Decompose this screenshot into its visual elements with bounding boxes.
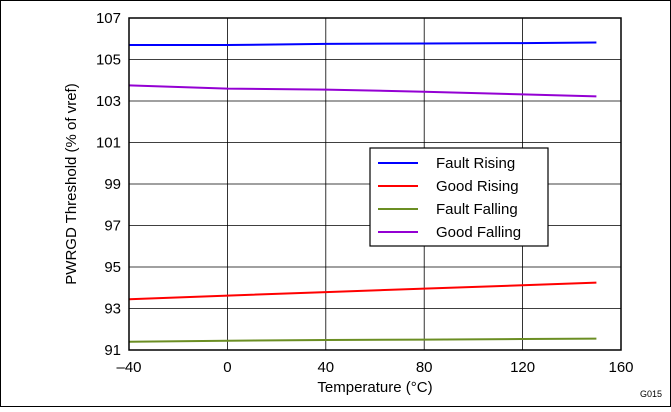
x-axis-label: Temperature (°C) (317, 379, 432, 396)
y-axis-label: PWRGD Threshold (% of vref) (63, 83, 80, 284)
y-tick-label: 95 (104, 259, 121, 276)
legend-box (369, 147, 549, 247)
x-tick-label: 160 (608, 359, 633, 376)
y-tick-label: 101 (96, 135, 121, 152)
series-line-fault-falling (128, 337, 597, 343)
legend-entry: Good Rising (436, 178, 519, 195)
figure-id: G015 (640, 389, 662, 399)
series-line-good-rising (128, 281, 597, 301)
x-tick-label: 80 (416, 359, 433, 376)
y-tick-label: 99 (104, 176, 121, 193)
x-tick-label: 40 (317, 359, 334, 376)
series-line-good-falling (128, 84, 597, 98)
legend: Fault Rising Good Rising Fault Falling Good… (369, 147, 549, 247)
y-tick-label: 103 (96, 93, 121, 110)
tick-labels: –40 0 40 80 120 160 91 93 95 97 99 101 103 105 107 (96, 10, 634, 376)
y-tick-label: 97 (104, 218, 121, 235)
y-tick-label: 93 (104, 301, 121, 318)
legend-entry: Fault Falling (436, 201, 518, 218)
x-tick-label: 120 (510, 359, 535, 376)
y-tick-label: 107 (96, 10, 121, 27)
y-tick-label: 91 (104, 342, 121, 359)
series-group (128, 41, 597, 343)
series-line-fault-rising (129, 41, 597, 46)
plot-area-border (128, 17, 622, 351)
legend-entry: Fault Rising (436, 155, 515, 172)
legend-entry: Good Falling (436, 224, 521, 241)
x-tick-label: –40 (116, 359, 141, 376)
x-tick-label: 0 (223, 359, 231, 376)
y-tick-label: 105 (96, 52, 121, 69)
